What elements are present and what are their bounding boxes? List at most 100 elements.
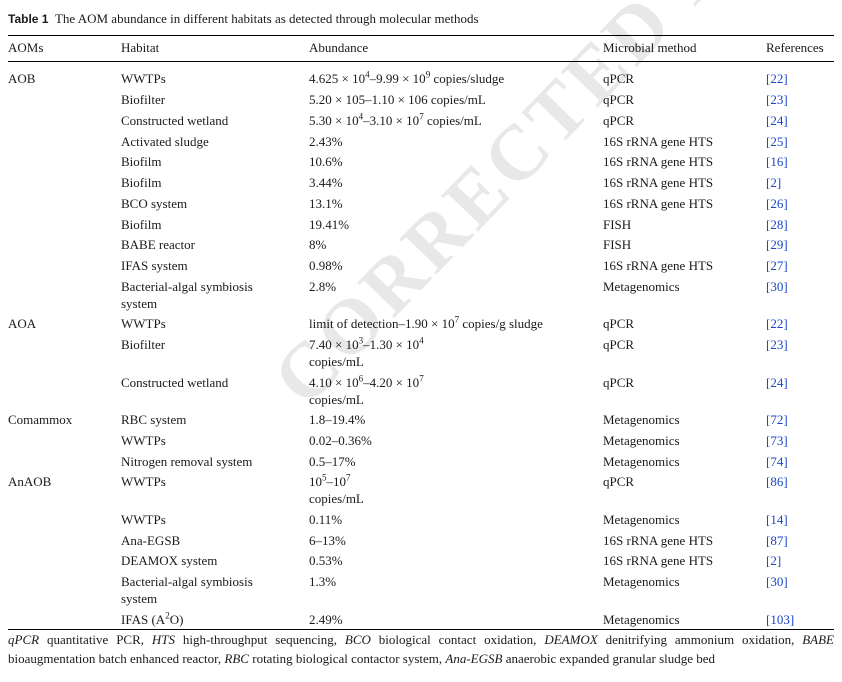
reference-link[interactable]: [74] [766, 454, 788, 469]
reference-link[interactable]: [22] [766, 316, 788, 331]
method-cell: 16S rRNA gene HTS [603, 196, 714, 211]
method-cell: qPCR [603, 316, 635, 331]
method-cell: Metagenomics [603, 412, 680, 427]
bottom-rule [8, 629, 834, 630]
abundance-cell: 6–13% [309, 533, 346, 548]
habitat-cell: RBC system [121, 412, 187, 427]
abundance-cell: 1.3% [309, 574, 337, 589]
reference-link[interactable]: [16] [766, 154, 788, 169]
method-cell: qPCR [603, 92, 635, 107]
reference-link[interactable]: [14] [766, 512, 788, 527]
habitat-cell: Bacterial-algal symbiosis [121, 574, 253, 589]
reference-link[interactable]: [103] [766, 612, 795, 627]
habitat-cell: BCO system [121, 196, 188, 211]
method-cell: Metagenomics [603, 279, 680, 294]
abundance-cell: 0.98% [309, 258, 343, 273]
abundance-cell-line2: copies/mL [309, 392, 364, 407]
reference-link[interactable]: [25] [766, 134, 788, 149]
habitat-cell: Constructed wetland [121, 375, 229, 390]
reference-link[interactable]: [30] [766, 574, 788, 589]
habitat-cell: Nitrogen removal system [121, 454, 253, 469]
habitat-cell: Bacterial-algal symbiosis [121, 279, 253, 294]
reference-link[interactable]: [72] [766, 412, 788, 427]
reference-link[interactable]: [87] [766, 533, 788, 548]
habitat-cell: Biofilm [121, 154, 162, 169]
habitat-cell-line2: system [121, 296, 158, 311]
method-cell: FISH [603, 217, 632, 232]
habitat-cell: IFAS (A2O) [121, 610, 184, 627]
abundance-cell: 5.20 × 105–1.10 × 106 copies/mL [309, 92, 486, 107]
habitat-cell: WWTPs [121, 474, 166, 489]
abundance-cell: 0.11% [309, 512, 343, 527]
reference-link[interactable]: [73] [766, 433, 788, 448]
reference-link[interactable]: [23] [766, 337, 788, 352]
reference-link[interactable]: [27] [766, 258, 788, 273]
habitat-cell: WWTPs [121, 316, 166, 331]
table-footnote: qPCR quantitative PCR, HTS high-throughp… [8, 632, 834, 666]
header-rule [8, 61, 834, 62]
method-cell: Metagenomics [603, 612, 680, 627]
header-aoms: AOMs [8, 40, 44, 55]
top-rule [8, 35, 834, 36]
abundance-cell: 1.8–19.4% [309, 412, 366, 427]
header-method: Microbial method [603, 40, 697, 55]
abundance-cell: 4.10 × 106–4.20 × 107 [309, 373, 424, 390]
method-cell: Metagenomics [603, 433, 680, 448]
header-abundance: Abundance [309, 40, 369, 55]
method-cell: qPCR [603, 474, 635, 489]
habitat-cell-line2: system [121, 591, 158, 606]
table-caption: Table 1 The AOM abundance in different h… [8, 11, 479, 27]
habitat-cell: Biofilm [121, 175, 162, 190]
abundance-cell: 8% [309, 237, 327, 252]
method-cell: qPCR [603, 375, 635, 390]
reference-link[interactable]: [24] [766, 113, 788, 128]
reference-link[interactable]: [29] [766, 237, 788, 252]
habitat-cell: BABE reactor [121, 237, 196, 252]
reference-link[interactable]: [24] [766, 375, 788, 390]
abundance-cell: 0.53% [309, 553, 343, 568]
abundance-cell: 13.1% [309, 196, 343, 211]
habitat-cell: Activated sludge [121, 134, 209, 149]
header-references: References [766, 40, 824, 55]
method-cell: 16S rRNA gene HTS [603, 258, 714, 273]
reference-link[interactable]: [26] [766, 196, 788, 211]
abundance-cell: 2.43% [309, 134, 343, 149]
abundance-cell: 7.40 × 103–1.30 × 104 [309, 335, 424, 352]
habitat-cell: WWTPs [121, 512, 166, 527]
reference-link[interactable]: [2] [766, 553, 782, 568]
abundance-cell: 105–107 [309, 472, 351, 489]
method-cell: qPCR [603, 113, 635, 128]
aom-cell: AOA [8, 316, 37, 331]
abundance-cell: 0.5–17% [309, 454, 356, 469]
habitat-cell: WWTPs [121, 71, 166, 86]
habitat-cell: Biofilter [121, 337, 166, 352]
reference-link[interactable]: [28] [766, 217, 788, 232]
reference-link[interactable]: [23] [766, 92, 788, 107]
method-cell: Metagenomics [603, 512, 680, 527]
reference-link[interactable]: [30] [766, 279, 788, 294]
table-label: Table 1 [8, 12, 49, 26]
abundance-cell: 5.30 × 104–3.10 × 107 copies/mL [309, 111, 482, 128]
table-caption-text: The AOM abundance in different habitats … [54, 11, 479, 26]
method-cell: qPCR [603, 71, 635, 86]
abundance-cell: 19.41% [309, 217, 350, 232]
abundance-cell: 2.49% [309, 612, 343, 627]
abundance-cell: 0.02–0.36% [309, 433, 372, 448]
reference-link[interactable]: [22] [766, 71, 788, 86]
abundance-cell-line2: copies/mL [309, 354, 364, 369]
reference-link[interactable]: [2] [766, 175, 782, 190]
abundance-cell: limit of detection–1.90 × 107 copies/g s… [309, 314, 543, 331]
method-cell: 16S rRNA gene HTS [603, 134, 714, 149]
header-habitat: Habitat [121, 40, 160, 55]
abundance-cell: 10.6% [309, 154, 343, 169]
abundance-cell: 3.44% [309, 175, 343, 190]
abundance-cell-line2: copies/mL [309, 491, 364, 506]
habitat-cell: IFAS system [121, 258, 188, 273]
method-cell: 16S rRNA gene HTS [603, 533, 714, 548]
aom-cell: Comammox [8, 412, 73, 427]
abundance-cell: 4.625 × 104–9.99 × 109 copies/sludge [309, 69, 505, 86]
reference-link[interactable]: [86] [766, 474, 788, 489]
method-cell: 16S rRNA gene HTS [603, 553, 714, 568]
method-cell: qPCR [603, 337, 635, 352]
habitat-cell: Ana-EGSB [121, 533, 181, 548]
